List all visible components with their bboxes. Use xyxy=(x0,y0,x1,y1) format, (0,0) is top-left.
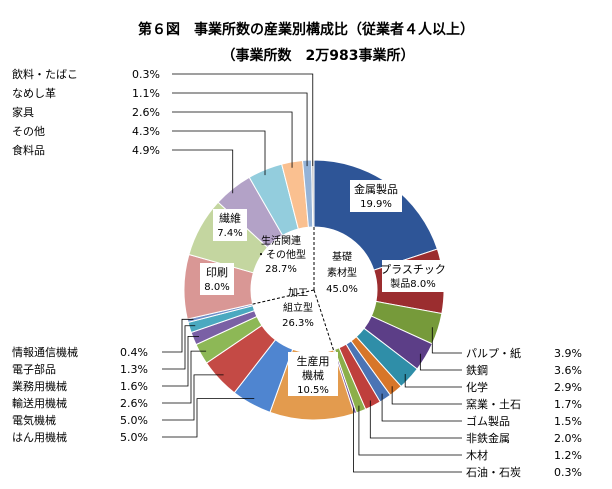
leader-はん用機械 xyxy=(162,398,255,438)
legend-label-ゴム製品: ゴム製品 xyxy=(466,414,510,428)
group-label-seikatsu: 生活関連 xyxy=(261,234,301,247)
group-label-kakou: 加工 xyxy=(288,287,308,299)
inner-label-プラスチック製品: プラスチック xyxy=(380,263,446,276)
group-divider-2 xyxy=(252,289,315,305)
leader-木材 xyxy=(358,405,462,456)
legend-label-その他: その他 xyxy=(12,125,45,138)
legend-value-業務用機械: 1.6% xyxy=(120,380,148,393)
legend-value-飲料・たばこ: 0.3% xyxy=(132,68,160,81)
leader-鉄鋼 xyxy=(419,353,462,371)
legend-value-木材: 1.2% xyxy=(554,449,582,462)
inner-label-box-プラスチック製品 xyxy=(382,260,444,292)
inner-value-金属製品: 19.9% xyxy=(360,199,392,210)
legend-value-窯業・土石: 1.7% xyxy=(554,398,582,411)
inner-label-box-生産用機械 xyxy=(288,352,338,396)
inner-value-プラスチック製品: 製品8.0% xyxy=(390,277,435,290)
leader-情報通信機械 xyxy=(162,318,194,353)
legend-value-化学: 2.9% xyxy=(554,381,582,394)
legend-label-化学: 化学 xyxy=(466,380,488,394)
legend-label-家具: 家具 xyxy=(12,105,34,119)
legend-value-情報通信機械: 0.4% xyxy=(120,346,148,359)
leader-電気機械 xyxy=(162,374,224,421)
legend-value-その他: 4.3% xyxy=(132,125,160,138)
group-label-kakou-2: 組立型 xyxy=(283,301,313,314)
leader-輸送用機械 xyxy=(162,350,207,404)
legend-value-石油・石炭: 0.3% xyxy=(554,466,582,479)
legend-value-電子部品: 1.3% xyxy=(120,363,148,376)
legend-label-パルプ・紙: パルプ・紙 xyxy=(466,346,521,360)
legend-value-鉄鋼: 3.6% xyxy=(554,364,582,377)
group-label-seikatsu-2: ・その他型 xyxy=(256,248,306,261)
inner-label-box-繊維 xyxy=(213,209,247,241)
group-label-kiso-2: 素材型 xyxy=(327,266,357,279)
legend-label-窯業・土石: 窯業・土石 xyxy=(466,397,521,411)
legend-label-鉄鋼: 鉄鋼 xyxy=(466,363,488,377)
inner-label-生産用機械: 生産用 xyxy=(297,354,330,368)
leader-ゴム製品 xyxy=(381,393,462,422)
legend-value-はん用機械: 5.0% xyxy=(120,431,148,444)
leader-石油・石炭 xyxy=(353,407,462,473)
legend-label-輸送用機械: 輸送用機械 xyxy=(12,396,67,410)
legend-label-石油・石炭: 石油・石炭 xyxy=(466,465,521,479)
legend-value-パルプ・紙: 3.9% xyxy=(554,347,582,360)
legend-value-ゴム製品: 1.5% xyxy=(554,415,582,428)
leader-なめし革 xyxy=(172,92,308,167)
legend-label-飲料・たばこ: 飲料・たばこ xyxy=(12,67,78,81)
leader-非鉄金属 xyxy=(369,400,462,439)
leader-食料品 xyxy=(172,149,234,194)
chart-subtitle: （事業所数 2万983事業所） xyxy=(222,47,415,64)
legend-label-業務用機械: 業務用機械 xyxy=(12,379,67,393)
group-value-kakou: 26.3% xyxy=(282,318,314,329)
legend-label-食料品: 食料品 xyxy=(12,143,45,157)
group-label-kiso: 基礎 xyxy=(332,250,352,263)
legend-label-はん用機械: はん用機械 xyxy=(12,430,67,444)
inner-label-繊維: 繊維 xyxy=(219,212,241,225)
group-value-kiso: 45.0% xyxy=(326,284,358,295)
inner-label-印刷: 印刷 xyxy=(206,266,228,279)
inner-value-繊維: 7.4% xyxy=(217,228,242,239)
group-divider-1 xyxy=(313,289,334,351)
inner-label-box-金属製品 xyxy=(350,180,402,212)
leader-窯業・土石 xyxy=(391,386,462,405)
legend-value-家具: 2.6% xyxy=(132,106,160,119)
legend-label-情報通信機械: 情報通信機械 xyxy=(12,345,78,359)
inner-value-印刷: 8.0% xyxy=(204,282,229,293)
legend-value-輸送用機械: 2.6% xyxy=(120,397,148,410)
leader-飲料・たばこ xyxy=(172,73,314,167)
legend-value-なめし革: 1.1% xyxy=(132,87,160,100)
inner-label-金属製品: 金属製品 xyxy=(354,182,398,196)
leader-化学 xyxy=(404,374,462,388)
legend-label-木材: 木材 xyxy=(466,448,488,462)
legend-label-非鉄金属: 非鉄金属 xyxy=(466,431,510,445)
leader-電子部品 xyxy=(162,325,196,370)
inner-label-box-印刷 xyxy=(200,263,234,295)
legend-label-電気機械: 電気機械 xyxy=(12,413,56,427)
leader-パルプ・紙 xyxy=(431,327,462,354)
legend-value-食料品: 4.9% xyxy=(132,144,160,157)
legend-label-なめし革: なめし革 xyxy=(12,86,56,100)
legend-label-電子部品: 電子部品 xyxy=(12,362,56,376)
leader-業務用機械 xyxy=(162,335,199,387)
inner-value-生産用機械: 10.5% xyxy=(297,385,329,396)
legend-value-電気機械: 5.0% xyxy=(120,414,148,427)
slice-金属製品 xyxy=(313,159,439,271)
leader-家具 xyxy=(172,111,293,168)
legend-value-非鉄金属: 2.0% xyxy=(554,432,582,445)
leader-その他 xyxy=(172,130,266,176)
group-value-seikatsu: 28.7% xyxy=(265,264,297,275)
inner-label-生産用機械-2: 機械 xyxy=(302,368,324,382)
chart-title: 第６図 事業所数の産業別構成比（従業者４人以上） xyxy=(138,21,474,38)
